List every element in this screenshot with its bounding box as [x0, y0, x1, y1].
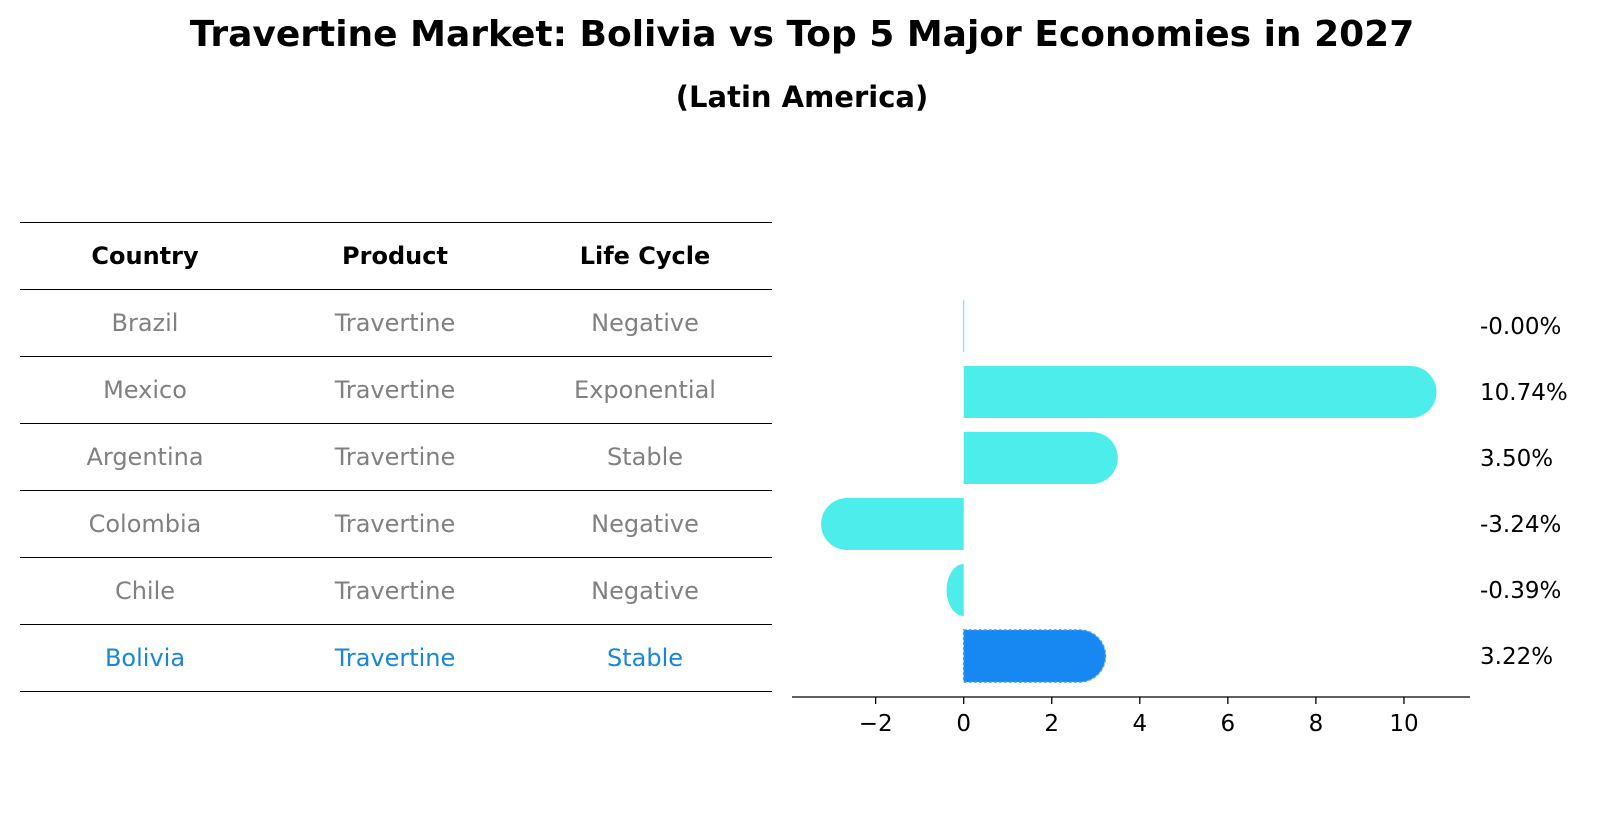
cell-life-cycle: Stable	[606, 644, 684, 672]
bars-group	[821, 300, 1437, 683]
value-label: 10.74%	[1480, 380, 1568, 406]
table-header-row: Country Product Life Cycle	[20, 222, 772, 289]
cell-country: Colombia	[88, 510, 202, 538]
cell-country: Argentina	[86, 443, 204, 471]
bar-chile	[946, 564, 964, 616]
table-row: Colombia Travertine Negative	[20, 490, 772, 557]
value-label: -3.24%	[1480, 512, 1561, 538]
header-country: Country	[91, 242, 199, 270]
x-tick-label: 4	[1132, 711, 1147, 737]
table-row: Argentina Travertine Stable	[20, 423, 772, 490]
cell-country: Chile	[114, 577, 176, 605]
value-label: -0.39%	[1480, 578, 1561, 604]
cell-product: Travertine	[334, 376, 456, 404]
header-product: Product	[342, 242, 448, 270]
cell-life-cycle: Exponential	[574, 376, 716, 404]
chart-subtitle: (Latin America)	[675, 80, 929, 114]
cell-life-cycle: Stable	[606, 443, 684, 471]
chart-title: Travertine Market: Bolivia vs Top 5 Majo…	[189, 14, 1415, 55]
country-table: Country Product Life Cycle Brazil Traver…	[20, 222, 772, 692]
cell-life-cycle: Negative	[591, 510, 699, 538]
value-label: -0.00%	[1480, 314, 1561, 340]
value-labels-group: -0.00% 10.74% 3.50% -3.24% -0.39% 3.22%	[1480, 314, 1568, 670]
bar-mexico	[963, 366, 1437, 418]
cell-product: Travertine	[334, 309, 456, 337]
x-tick-label: 0	[956, 711, 971, 737]
value-label: 3.22%	[1480, 644, 1553, 670]
cell-product: Travertine	[334, 443, 456, 471]
x-tick-label: 6	[1221, 711, 1236, 737]
cell-product: Travertine	[334, 577, 456, 605]
x-tick-label: −2	[859, 711, 893, 737]
cell-product: Travertine	[334, 644, 456, 672]
bar-colombia	[821, 498, 964, 550]
table-row: Chile Travertine Negative	[20, 557, 772, 624]
bar-brazil	[963, 300, 965, 352]
table-row: Mexico Travertine Exponential	[20, 356, 772, 423]
cell-product: Travertine	[334, 510, 456, 538]
x-tick-label: 10	[1389, 711, 1418, 737]
x-tick-label: 8	[1309, 711, 1324, 737]
bar-argentina	[963, 432, 1118, 484]
cell-life-cycle: Negative	[591, 309, 699, 337]
x-tick-label: 2	[1044, 711, 1059, 737]
value-label: 3.50%	[1480, 446, 1553, 472]
cell-country: Brazil	[111, 309, 179, 337]
table-row: Brazil Travertine Negative	[20, 289, 772, 356]
header-life-cycle: Life Cycle	[579, 242, 711, 270]
cell-life-cycle: Negative	[591, 577, 699, 605]
bar-bolivia	[962, 629, 1107, 683]
cell-country: Bolivia	[104, 644, 186, 672]
table-row-highlight: Bolivia Travertine Stable	[20, 624, 772, 692]
cell-country: Mexico	[103, 376, 187, 404]
x-axis: −2 0 2 4 6 8 10	[792, 696, 1470, 737]
